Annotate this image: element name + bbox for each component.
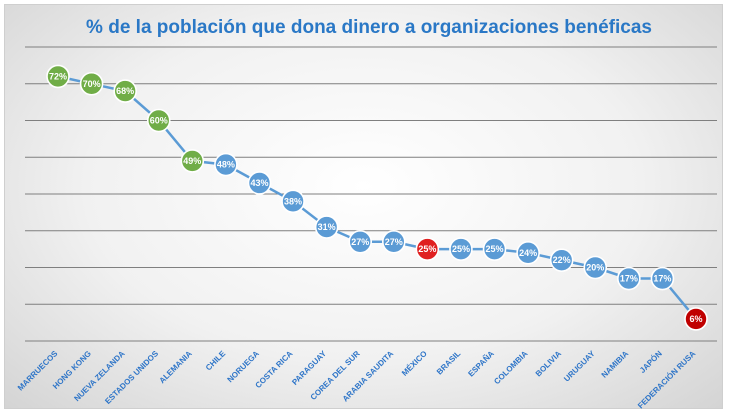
category-label: NORUEGA	[226, 349, 261, 384]
data-label: 25%	[418, 244, 436, 254]
data-marker	[79, 71, 104, 96]
data-point: 17%	[617, 266, 641, 291]
data-marker	[180, 149, 205, 173]
data-point: 49%	[180, 149, 205, 173]
data-marker	[549, 248, 574, 272]
data-point: 72%	[46, 64, 70, 89]
data-label: 43%	[250, 178, 268, 188]
data-point: 25%	[415, 237, 440, 261]
data-marker	[314, 215, 339, 239]
line-chart: % de la población que dona dinero a orga…	[16, 17, 717, 410]
data-label: 24%	[519, 248, 537, 258]
data-marker	[46, 64, 70, 89]
data-markers: 72% 70% 68% 60% 49% 48% 43% 38% 31% 27% 27% 25% 25% 2…	[46, 64, 708, 331]
grid-lines	[25, 46, 717, 342]
data-point: 70%	[79, 71, 104, 96]
data-point: 27%	[348, 229, 373, 254]
data-point: 48%	[214, 152, 238, 177]
data-point: 17%	[650, 266, 675, 291]
data-point: 31%	[314, 215, 339, 239]
category-label: JAPÓN	[638, 349, 664, 375]
data-label: 27%	[385, 237, 403, 247]
data-point: 68%	[113, 79, 137, 103]
data-marker	[617, 266, 641, 291]
data-label: 25%	[486, 244, 504, 254]
data-point: 38%	[281, 189, 305, 214]
data-marker	[684, 307, 708, 331]
data-marker	[348, 229, 373, 254]
data-marker	[281, 189, 305, 214]
category-label: FEDERACIÓN RUSA	[636, 349, 698, 410]
data-point: 60%	[146, 108, 171, 133]
chart-title: % de la población que dona dinero a orga…	[86, 17, 652, 38]
data-marker	[650, 266, 675, 291]
data-point: 25%	[482, 237, 507, 261]
category-label: URUGUAY	[562, 349, 597, 384]
data-marker	[214, 152, 238, 177]
chart-frame: % de la población que dona dinero a orga…	[4, 4, 723, 410]
category-label: NAMIBIA	[600, 349, 631, 380]
category-label: ALEMANIA	[158, 349, 194, 385]
data-marker	[449, 237, 473, 261]
category-label: CHILE	[204, 349, 228, 373]
data-label: 70%	[83, 79, 101, 89]
data-point: 20%	[583, 255, 608, 280]
data-label: 25%	[452, 244, 470, 254]
category-label: COLOMBIA	[492, 349, 529, 386]
data-marker	[113, 79, 137, 103]
data-marker	[583, 255, 608, 280]
data-label: 20%	[586, 263, 604, 273]
data-marker	[381, 229, 406, 254]
data-label: 38%	[284, 196, 302, 206]
data-point: 25%	[449, 237, 473, 261]
data-marker	[146, 108, 171, 133]
data-point: 22%	[549, 248, 574, 272]
data-label: 17%	[653, 274, 671, 284]
data-point: 27%	[381, 229, 406, 254]
category-label: MÉXICO	[400, 349, 429, 378]
category-label: BOLIVIA	[534, 349, 563, 378]
data-label: 68%	[116, 86, 134, 96]
data-marker	[247, 171, 272, 195]
data-label: 6%	[689, 314, 702, 324]
data-label: 48%	[217, 160, 235, 170]
data-label: 60%	[150, 116, 168, 126]
data-label: 31%	[318, 222, 336, 232]
data-label: 27%	[351, 237, 369, 247]
data-marker	[415, 237, 440, 261]
category-label: ESPAÑA	[466, 349, 496, 379]
data-point: 6%	[684, 307, 708, 331]
data-marker	[482, 237, 507, 261]
data-marker	[516, 241, 540, 265]
data-label: 22%	[553, 255, 571, 265]
data-label: 17%	[620, 274, 638, 284]
data-point: 43%	[247, 171, 272, 195]
category-label: BRASIL	[435, 349, 462, 376]
data-point: 24%	[516, 241, 540, 265]
data-label: 72%	[49, 71, 67, 81]
data-label: 49%	[183, 156, 201, 166]
